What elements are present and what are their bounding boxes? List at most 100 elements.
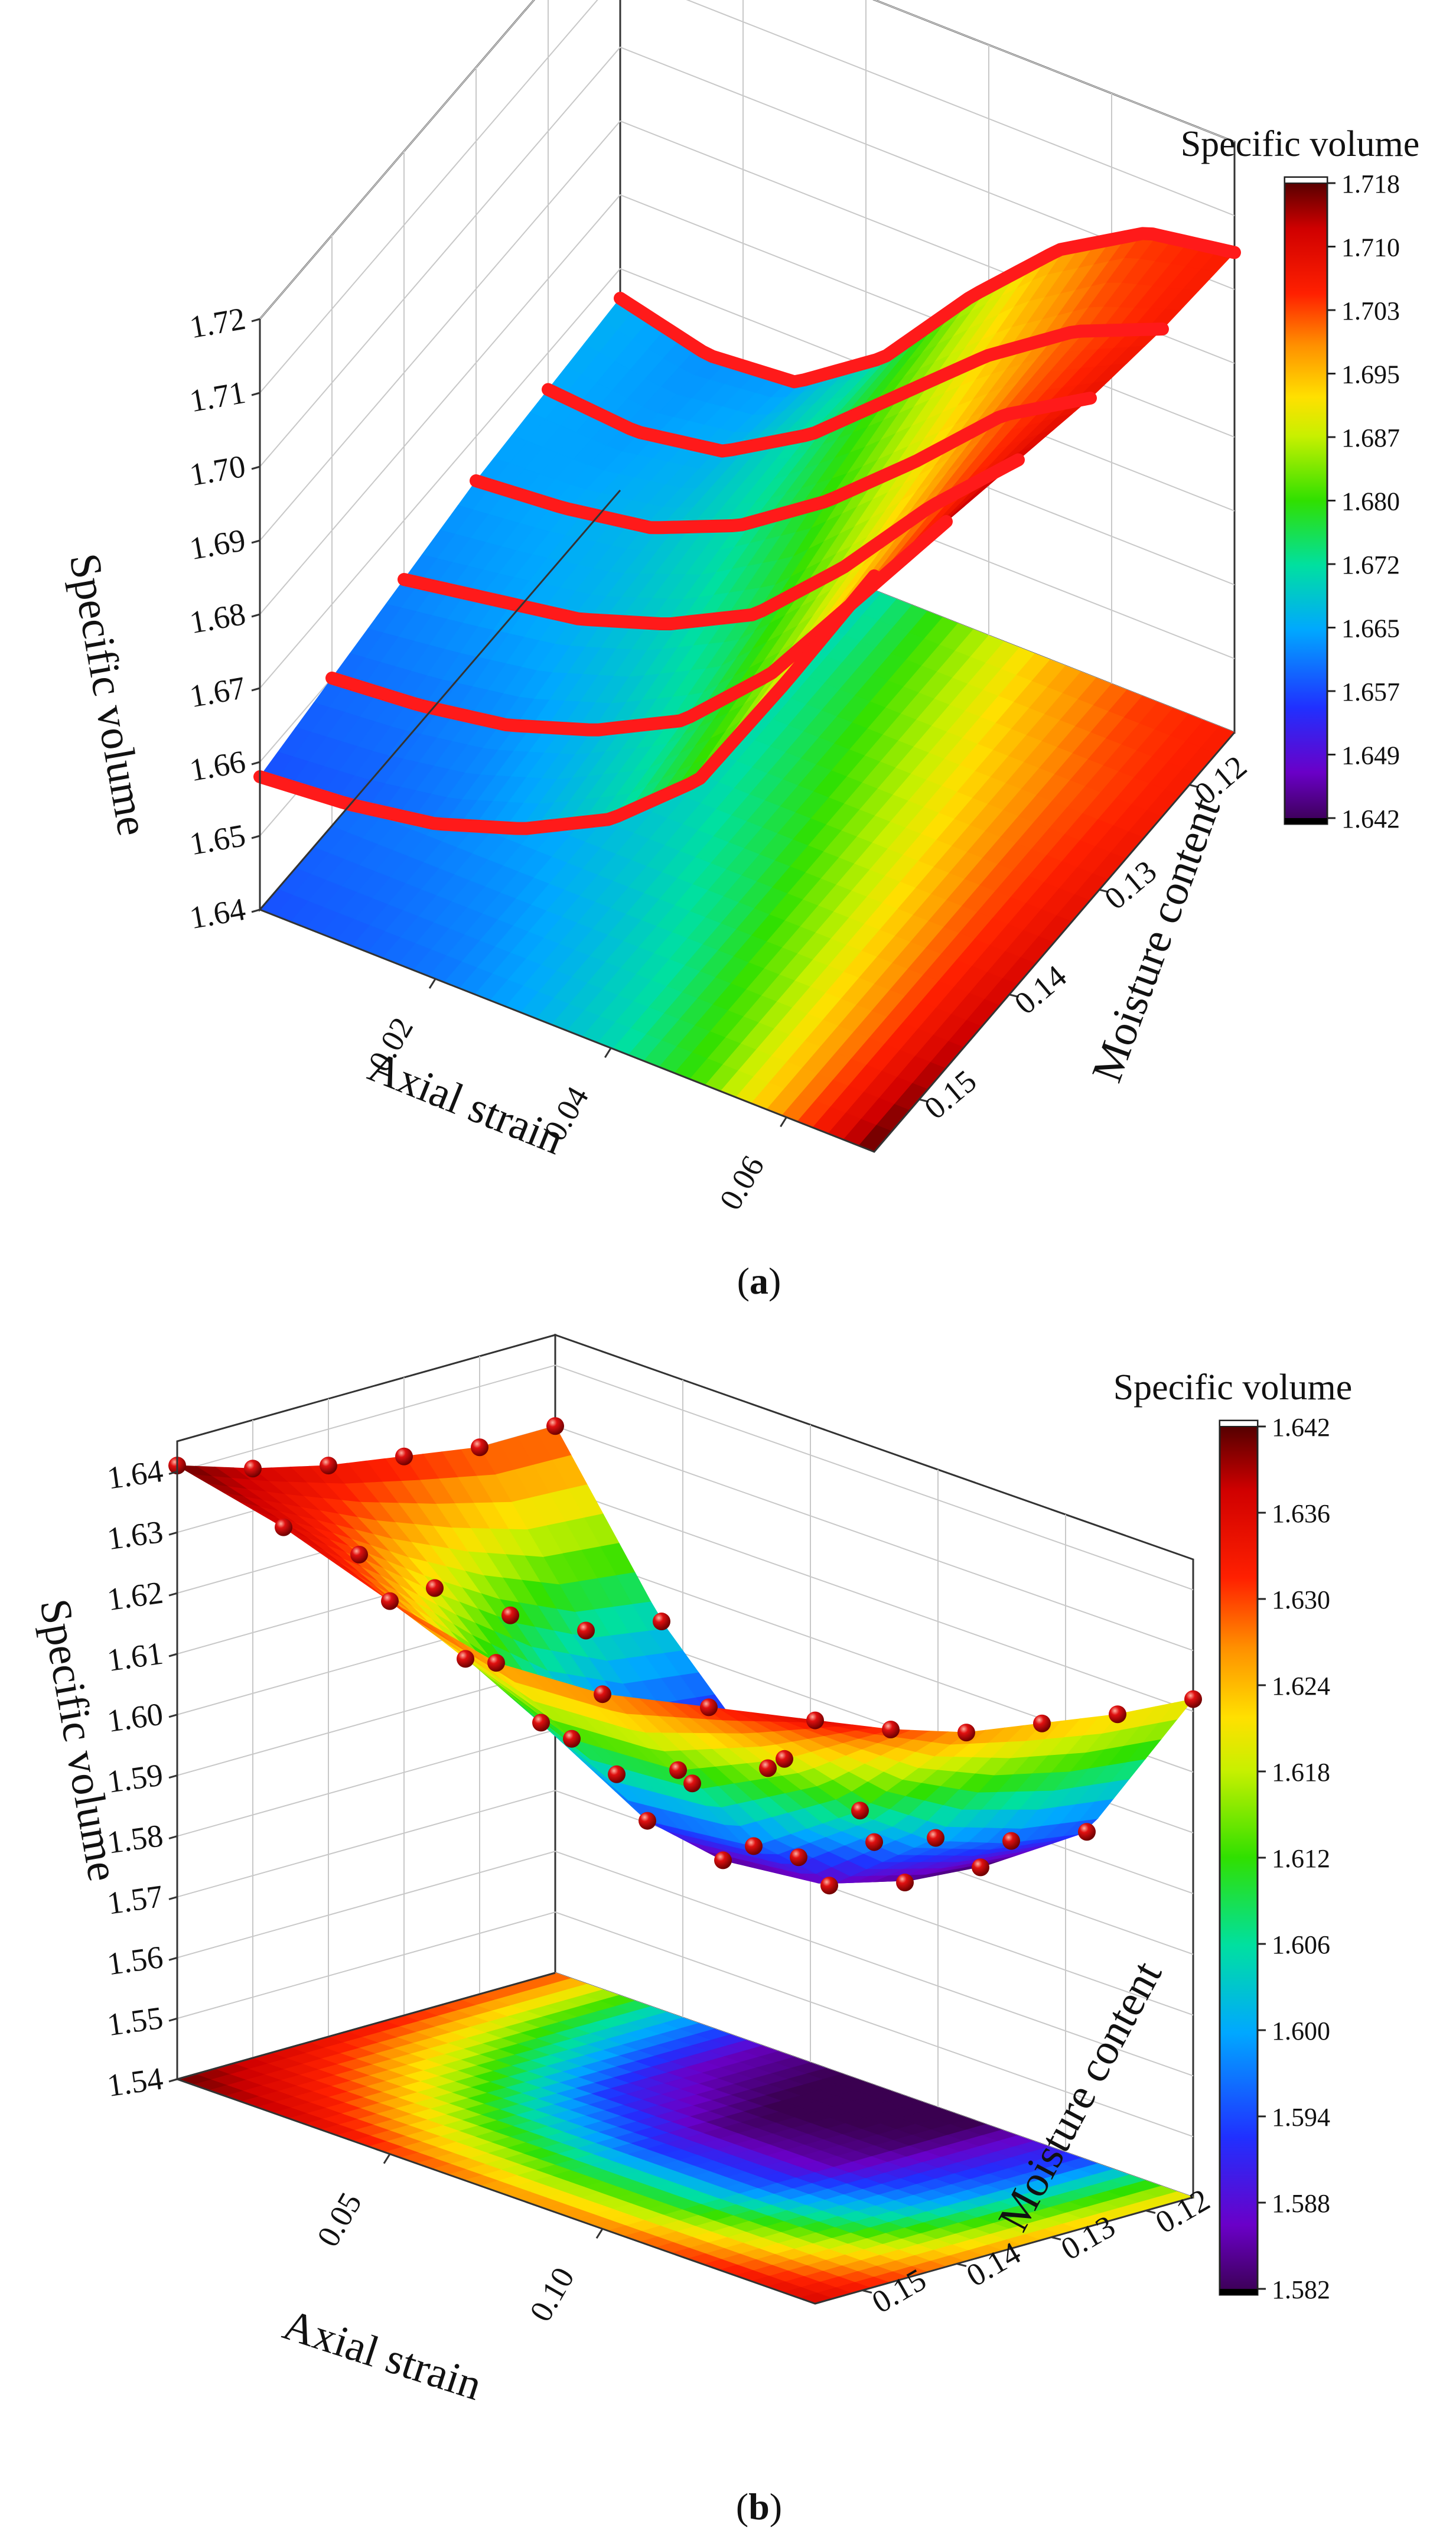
panel-b-z-tick-label: 1.61	[105, 1635, 165, 1678]
panel-b-point	[896, 1874, 914, 1892]
panel-a-colorbar-tick-label: 1.642	[1341, 805, 1400, 833]
panel-b-point	[972, 1858, 989, 1877]
panel-b-colorbar-gradient	[1219, 1419, 1259, 2296]
panel-b-z-tick-label: 1.55	[105, 2000, 165, 2043]
panel-b-point	[563, 1730, 581, 1748]
panel-b-point	[851, 1802, 869, 1820]
panel-b-point	[1109, 1705, 1126, 1724]
panel-a-series-w=0.140	[398, 453, 1025, 631]
panel-b-point	[350, 1545, 368, 1564]
panel-a-z-tick-label: 1.68	[187, 596, 248, 640]
panel-b-point	[275, 1518, 292, 1536]
panel-a-z-tick-label: 1.64	[187, 891, 248, 936]
panel-b-floor-contour	[176, 1972, 1194, 2304]
panel-a-z-tick-label: 1.69	[187, 522, 248, 566]
panel-b-point	[820, 1877, 838, 1895]
panel-a-z-ticks: 1.64 1.65 1.66 1.67 1.68 1.69 1.70 1.71 1.72	[187, 301, 260, 936]
panel-a-series-w=0.125	[614, 227, 1241, 389]
panel-a-series-w=0.135	[470, 392, 1097, 535]
panel-b-point	[457, 1650, 474, 1668]
panel-a-colorbar-tick-label: 1.695	[1341, 360, 1400, 389]
panel-b-colorbar-tick-label: 1.612	[1272, 1844, 1330, 1873]
panel-a-colorbar-tick-label: 1.672	[1341, 551, 1400, 579]
panel-b-colorbar: Specific volume 1.642 1.636 1.630 1.624 1.618…	[1113, 1367, 1353, 2304]
panel-b-colorbar-tick-label: 1.588	[1272, 2189, 1330, 2218]
panel-b-z-tick-label: 1.56	[105, 1939, 165, 1982]
panel-b-x-tick-label: 0.10	[523, 2261, 581, 2327]
panel-a-series-w=0.150	[253, 569, 881, 835]
panel-a-colorbar: Specific volume 1.718 1.710 1.703 1.695 1.687…	[1181, 124, 1420, 833]
panel-b-z-axis-label: Specific volume	[30, 1595, 128, 1885]
panel-b-colorbar-title: Specific volume	[1113, 1367, 1353, 1408]
panel-b-z-ticks: 1.54 1.55 1.56 1.57 1.58 1.59 1.60 1.61 1.62 1.63…	[105, 1453, 178, 2103]
panel-b-point	[546, 1417, 564, 1435]
panel-b-x-tick-label: 0.05	[310, 2187, 369, 2253]
panel-b-point	[1033, 1714, 1051, 1732]
panel-a-caption: (a)	[737, 1260, 781, 1302]
panel-b-point	[608, 1765, 626, 1783]
panel-b-caption: (b)	[736, 2486, 782, 2528]
panel-a-colorbar-tick-label: 1.657	[1341, 678, 1400, 706]
panel-b-z-tick-label: 1.63	[105, 1514, 165, 1557]
panel-b-z-tick-label: 1.58	[105, 1818, 165, 1861]
panel-b-colorbar-tick-label: 1.600	[1272, 2017, 1330, 2046]
panel-a-x-tick-label: 0.06	[712, 1150, 771, 1216]
panel-b-point	[381, 1592, 399, 1610]
panel-b-point	[471, 1438, 488, 1457]
panel-b-point	[1184, 1690, 1202, 1708]
panel-b-surface	[177, 1425, 1194, 1884]
panel-a-colorbar-tick-label: 1.687	[1341, 424, 1400, 452]
panel-a-data-markers	[253, 227, 1241, 835]
panel-a-x-axis-label: Axial strain	[362, 1043, 571, 1164]
panel-b-point	[594, 1685, 611, 1704]
panel-b-point	[759, 1759, 777, 1777]
panel-a-colorbar-tick-label: 1.703	[1341, 297, 1400, 325]
panel-b-colorbar-tick-label: 1.594	[1272, 2103, 1330, 2132]
panel-b-point	[745, 1837, 763, 1855]
panel-b-colorbar-tick-label: 1.618	[1272, 1758, 1330, 1787]
panel-b-point	[927, 1829, 944, 1847]
panel-b-colorbar-tick-label: 1.624	[1272, 1672, 1330, 1701]
panel-b-point	[577, 1621, 595, 1640]
panel-b-colorbar-tick-label: 1.630	[1272, 1585, 1330, 1614]
panel-a-colorbar-tick-label: 1.665	[1341, 614, 1400, 643]
panel-b-z-tick-label: 1.54	[105, 2060, 165, 2103]
panel-b-z-tick-label: 1.59	[105, 1757, 165, 1800]
panel-b-point	[244, 1460, 262, 1478]
panel-b-point	[957, 1724, 975, 1742]
panel-a-caption-letter: a	[750, 1260, 768, 1302]
panel-a-z-tick-label: 1.65	[187, 817, 248, 862]
panel-a-colorbar-tick-label: 1.718	[1341, 170, 1400, 198]
panel-a-colorbar-gradient	[1284, 176, 1328, 825]
panel-b-point	[865, 1833, 883, 1851]
panel-a-colorbar-tick-label: 1.680	[1341, 487, 1400, 516]
panel-a-z-tick-label: 1.70	[187, 448, 248, 493]
panel-b-point	[487, 1654, 505, 1672]
panel-a-z-axis-label: Specific volume	[60, 550, 157, 839]
panel-b-point	[395, 1447, 413, 1465]
panel-b-point	[320, 1457, 337, 1475]
panel-a-z-tick-label: 1.72	[187, 301, 248, 345]
panel-a: 1.64 1.65 1.66 1.67 1.68 1.69 1.70 1.71 1.72 Spec…	[60, 0, 1419, 1302]
panel-b-point	[776, 1750, 793, 1768]
panel-a-z-tick-label: 1.66	[187, 744, 248, 788]
panel-b: 1.54 1.55 1.56 1.57 1.58 1.59 1.60 1.61 1.62 1.63…	[30, 1333, 1353, 2528]
panel-a-series-w=0.130	[542, 323, 1169, 458]
panel-a-colorbar-tick-label: 1.649	[1341, 741, 1400, 770]
panel-b-colorbar-tick-label: 1.636	[1272, 1499, 1330, 1528]
panel-b-data-markers	[168, 1417, 1202, 1895]
panel-b-caption-letter: b	[748, 2486, 770, 2528]
panel-a-colorbar-title: Specific volume	[1181, 124, 1420, 164]
panel-b-point	[1078, 1823, 1096, 1841]
panel-b-colorbar-tick-label: 1.642	[1272, 1413, 1330, 1442]
panel-b-x-axis-label: Axial strain	[278, 2301, 488, 2410]
panel-b-point	[1002, 1832, 1020, 1850]
panel-b-point	[700, 1698, 718, 1717]
panel-b-point	[532, 1714, 550, 1732]
panel-b-point	[653, 1613, 670, 1631]
panel-b-point	[501, 1606, 519, 1624]
panel-b-z-tick-label: 1.60	[105, 1696, 165, 1739]
panel-b-colorbar-tick-label: 1.582	[1272, 2275, 1330, 2304]
panel-a-z-tick-label: 1.67	[187, 670, 248, 714]
